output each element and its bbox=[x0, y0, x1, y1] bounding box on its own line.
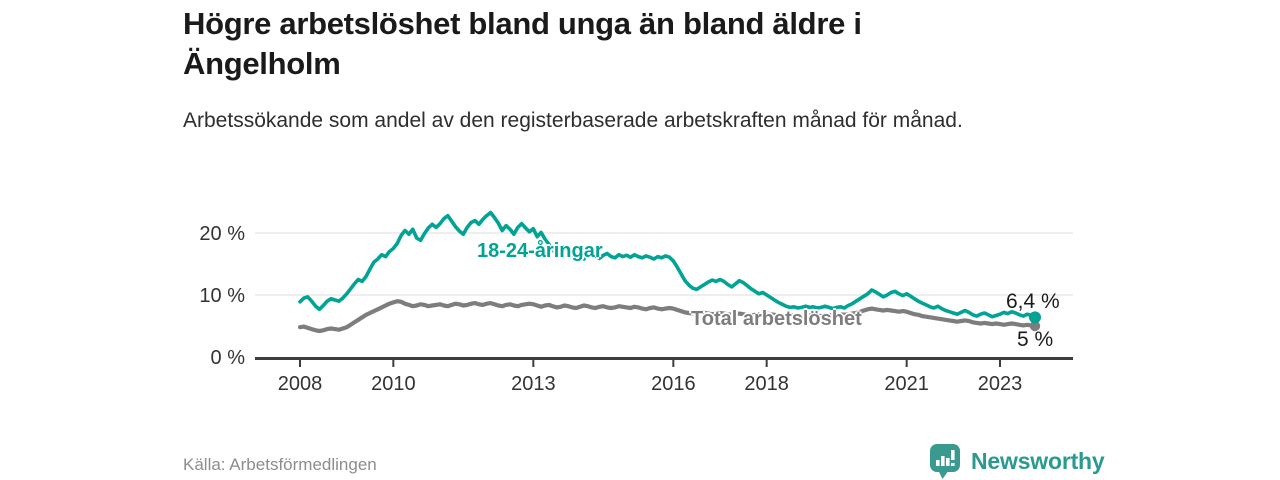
svg-text:2008: 2008 bbox=[278, 373, 323, 395]
svg-text:0 %: 0 % bbox=[211, 347, 246, 369]
page-subtitle: Arbetssökande som andel av den registerb… bbox=[183, 109, 963, 132]
series-label-youth: 18-24-åringar bbox=[477, 240, 603, 262]
series-label-total: Total arbetslöshet bbox=[691, 308, 862, 330]
svg-text:2013: 2013 bbox=[511, 373, 556, 395]
end-value-youth: 6,4 % bbox=[1006, 290, 1060, 313]
bar-chart-bubble-icon bbox=[929, 443, 962, 479]
svg-text:2016: 2016 bbox=[651, 373, 696, 395]
source-note: Källa: Arbetsförmedlingen bbox=[183, 455, 377, 474]
end-value-total: 5 % bbox=[1017, 328, 1054, 351]
page-title: Högre arbetslöshet bland unga än bland ä… bbox=[183, 6, 862, 81]
svg-text:2018: 2018 bbox=[744, 373, 789, 395]
svg-text:2021: 2021 bbox=[884, 373, 929, 395]
svg-text:20 %: 20 % bbox=[199, 223, 245, 245]
brand-name: Newsworthy bbox=[971, 447, 1105, 474]
svg-text:10 %: 10 % bbox=[199, 285, 245, 307]
newsworthy-logo: Newsworthy bbox=[929, 443, 1105, 479]
svg-text:2023: 2023 bbox=[978, 373, 1023, 395]
svg-text:2010: 2010 bbox=[371, 373, 416, 395]
